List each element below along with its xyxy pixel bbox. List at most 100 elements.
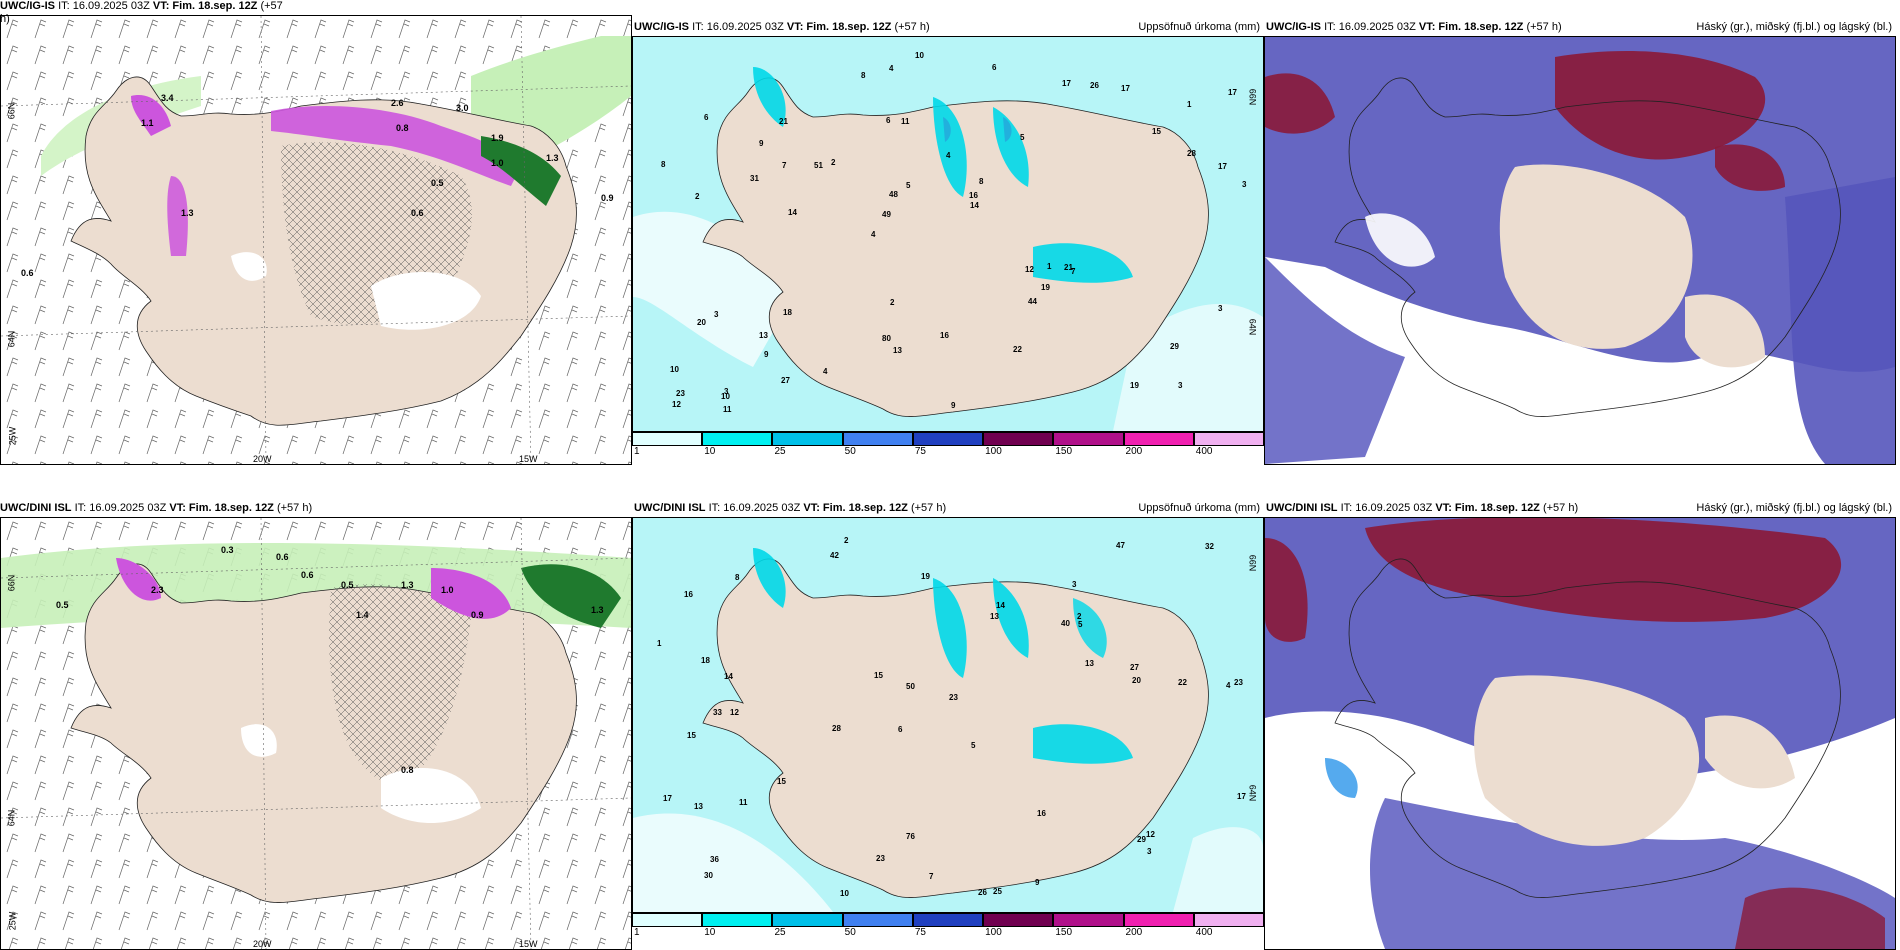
precip-value: 12 xyxy=(672,400,681,409)
precip-value: 33 xyxy=(713,708,722,717)
precip-value: 9 xyxy=(759,139,764,148)
precip-value: 49 xyxy=(882,210,891,219)
wind-label: 0.5 xyxy=(431,178,444,188)
lon-label: 15W xyxy=(519,939,538,949)
valid-time: Fim. 18.sep. 12Z xyxy=(806,21,892,33)
colorbar-segment xyxy=(983,432,1054,446)
panel-wind-bottom: UWC/DINI ISL IT: 16.09.2025 03Z VT: Fim.… xyxy=(0,485,632,950)
precip-value: 10 xyxy=(721,392,730,401)
wind-label: 0.8 xyxy=(401,765,414,775)
panel-field-title: Uppsöfnuð úrkoma (mm) xyxy=(1138,21,1260,33)
wind-label: 0.5 xyxy=(341,580,354,590)
colorbar-segment xyxy=(772,913,843,927)
precip-value: 11 xyxy=(739,798,748,807)
precip-value: 17 xyxy=(663,794,672,803)
precip-value: 20 xyxy=(697,318,706,327)
lat-label: 66N xyxy=(6,574,17,592)
precip-value: 8 xyxy=(861,71,866,80)
precip-value: 18 xyxy=(783,308,792,317)
precip-value: 6 xyxy=(898,725,903,734)
precip-value: 36 xyxy=(710,855,719,864)
colorbar-segment xyxy=(842,432,913,446)
colorbar-segment xyxy=(1193,432,1264,446)
colorbar-segment xyxy=(983,913,1054,927)
panel-cloud-bottom: UWC/DINI ISL IT: 16.09.2025 03Z VT: Fim.… xyxy=(1264,485,1900,950)
panel-header: UWC/DINI ISL IT: 16.09.2025 03Z VT: Fim.… xyxy=(0,502,312,515)
colorbar-segment xyxy=(632,432,703,446)
panel-header: UWC/DINI ISL IT: 16.09.2025 03Z VT: Fim.… xyxy=(1266,502,1578,515)
colorbar-tick: 100 xyxy=(985,927,1002,938)
colorbar-tick: 25 xyxy=(774,446,786,457)
colorbar-tick: 400 xyxy=(1195,927,1213,938)
precip-value: 3 xyxy=(1147,847,1152,856)
precip-value: 23 xyxy=(876,854,885,863)
precip-magenta-band xyxy=(271,106,521,186)
precip-value: 29 xyxy=(1170,342,1179,351)
valid-label: VT: xyxy=(152,0,170,12)
precip-value: 44 xyxy=(1028,297,1037,306)
map-frame: 0.5 0.6 1.3 0.3 0.6 0.5 1.4 1.0 0.9 1.3 … xyxy=(0,517,632,950)
precip-value: 29 xyxy=(1137,835,1146,844)
wind-label: 0.9 xyxy=(471,610,484,620)
colorbar-segment xyxy=(912,913,984,927)
precip-value: 13 xyxy=(694,802,703,811)
precip-value: 32 xyxy=(1205,542,1214,551)
precip-value: 4 xyxy=(946,151,951,160)
precip-value: 14 xyxy=(996,601,1005,610)
init-time: IT: 16.09.2025 03Z xyxy=(692,21,784,33)
precip-value: 8 xyxy=(735,573,740,582)
colorbar-segment xyxy=(772,432,843,446)
wind-label: 2.3 xyxy=(151,585,164,595)
precip-value: 12 xyxy=(730,708,739,717)
precip-value: 2 xyxy=(890,298,895,307)
wind-label: 1.3 xyxy=(591,605,604,615)
precip-value: 20 xyxy=(1132,676,1141,685)
precip-value: 5 xyxy=(906,181,911,190)
precip-value: 50 xyxy=(906,682,915,691)
precip-value: 27 xyxy=(1130,663,1139,672)
colorbar-segment xyxy=(1123,432,1194,446)
lead-time: (+57 h) xyxy=(894,21,930,33)
model-name: UWC/IG-IS xyxy=(634,21,689,33)
precip-value: 9 xyxy=(1035,878,1040,887)
precip-value: 47 xyxy=(1116,541,1125,550)
iceland-outline xyxy=(1334,77,1841,417)
colorbar-tick: 200 xyxy=(1125,927,1143,938)
precip-value: 4 xyxy=(889,64,894,73)
precip-value: 25 xyxy=(993,887,1002,896)
precip-value: 1 xyxy=(1047,262,1052,271)
wind-label: 0.6 xyxy=(301,570,314,580)
panel-precip-top: UWC/IG-IS IT: 16.09.2025 03Z VT: Fim. 18… xyxy=(632,0,1264,465)
lead-time: (+57 h) xyxy=(276,502,313,514)
precip-value: 5 xyxy=(1020,133,1025,142)
panel-header: UWC/IG-IS IT: 16.09.2025 03Z VT: Fim. 18… xyxy=(634,21,930,34)
wind-label: 1.3 xyxy=(401,580,414,590)
wind-label: 0.6 xyxy=(21,268,34,278)
precip-value: 28 xyxy=(832,724,841,733)
precip-value: 10 xyxy=(915,51,924,60)
lon-label: 20W xyxy=(253,454,272,464)
colorbar-tick: 10 xyxy=(704,927,716,938)
valid-label: VT: xyxy=(786,21,804,33)
valid-time: Fim. 18.sep. 12Z xyxy=(822,502,908,514)
precip-value: 26 xyxy=(1090,81,1099,90)
precip-value: 2 xyxy=(831,158,836,167)
map-frame: 3.4 1.1 0.6 0.9 0.5 2.6 1.0 3.0 0.8 1.9 … xyxy=(0,15,632,465)
precip-value: 23 xyxy=(1234,678,1243,687)
precip-value: 4 xyxy=(871,230,876,239)
precip-value: 1 xyxy=(657,639,662,648)
precip-value: 2 xyxy=(1077,612,1082,621)
colorbar-tick: 100 xyxy=(985,446,1002,457)
precip-value: 19 xyxy=(921,572,930,581)
lat-label: 64N xyxy=(6,809,17,827)
precip-value: 17 xyxy=(1218,162,1227,171)
wind-label: 1.4 xyxy=(356,610,369,620)
precip-value: 3 xyxy=(724,387,729,396)
precip-value: 8 xyxy=(979,177,984,186)
precip-value: 15 xyxy=(777,777,786,786)
wind-label: 1.0 xyxy=(441,585,454,595)
precip-value: 3 xyxy=(1242,180,1247,189)
map-frame xyxy=(1264,517,1896,950)
map-frame: 2 3 4 6 5 12 16 40 15 13 23 30 42 28 26 25 76 47 13 15 14 33 2… xyxy=(632,517,1264,913)
